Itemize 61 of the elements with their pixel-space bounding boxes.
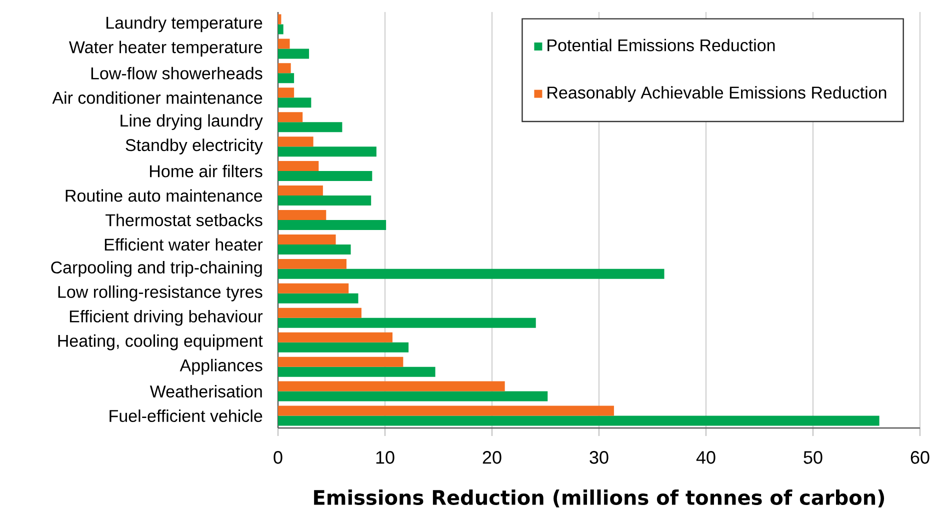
bar	[278, 210, 326, 220]
bar	[278, 146, 376, 157]
x-tick-label: 40	[696, 451, 716, 464]
bar	[278, 24, 284, 34]
bar	[278, 196, 372, 206]
y-tick-label: Home air filters	[150, 164, 262, 178]
bar	[278, 391, 548, 402]
y-tick-label: Appliances	[180, 358, 262, 375]
bar	[278, 332, 392, 342]
y-tick-label: Laundry temperature	[106, 16, 262, 32]
x-tick-label: 30	[590, 451, 608, 464]
bar	[278, 258, 346, 269]
y-tick-label: Line drying laundry	[120, 114, 263, 130]
bar	[278, 122, 342, 132]
bar	[278, 14, 282, 24]
bar	[278, 112, 303, 122]
bar	[278, 318, 536, 328]
bar	[278, 63, 291, 74]
bar	[278, 406, 614, 416]
bar	[278, 48, 310, 59]
x-tick-label: 0	[274, 451, 282, 464]
y-tick-label: Efficient water heater	[104, 238, 263, 251]
bar	[278, 381, 505, 392]
bar	[278, 88, 294, 98]
y-tick-label: Carpooling and trip-chaining	[51, 261, 262, 277]
x-tick-label: 20	[482, 451, 502, 464]
bar	[278, 234, 336, 244]
bar	[278, 171, 372, 182]
y-tick-label: Weatherisation	[150, 385, 262, 398]
bar	[278, 98, 312, 108]
bar	[278, 186, 323, 196]
bar	[278, 308, 362, 318]
legend-label: Reasonably Achievable Emissions Reduction	[548, 86, 886, 102]
x-tick-label: 60	[910, 451, 930, 464]
legend-label: Potential Emissions Reduction	[548, 38, 775, 52]
x-tick-label: 50	[804, 451, 822, 464]
bar	[278, 38, 290, 49]
y-tick-label: Heating, cooling equipment	[58, 334, 263, 350]
bar	[278, 73, 294, 84]
bar	[278, 416, 880, 426]
x-tick-label: 10	[376, 451, 394, 464]
y-tick-label: Routine auto maintenance	[66, 189, 262, 202]
y-tick-label: Efficient driving behaviour	[70, 310, 263, 326]
bar	[278, 342, 409, 352]
y-tick-label: Air conditioner maintenance	[52, 91, 262, 104]
y-tick-label: Thermostat setbacks	[106, 214, 262, 226]
y-tick-label: Water heater temperature	[68, 40, 262, 57]
bar	[278, 136, 314, 147]
bar	[278, 220, 386, 230]
y-tick-label: Fuel-efficient vehicle	[110, 410, 262, 422]
bar	[278, 366, 436, 377]
y-tick-label: Low-flow showerheads	[91, 66, 262, 80]
y-tick-label: Standby electricity	[126, 138, 263, 154]
bar	[278, 283, 349, 294]
bar	[278, 244, 351, 254]
bar	[278, 268, 664, 279]
y-tick-label: Low rolling-resistance tyres	[58, 285, 262, 302]
bar	[278, 161, 319, 172]
bar	[278, 356, 404, 367]
x-axis-title: Emissions Reduction (millions of tonnes of carbon)	[314, 490, 884, 508]
bar	[278, 293, 358, 304]
